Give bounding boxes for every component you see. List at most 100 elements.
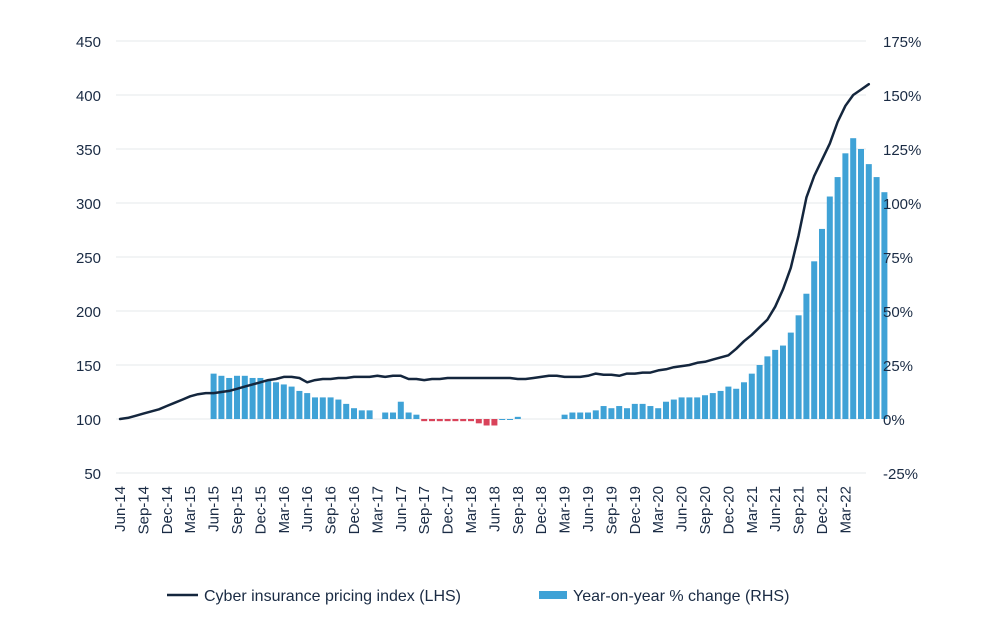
x-tick-label: Sep-15 xyxy=(229,486,246,534)
right-axis: 175% 150% 125% 100% 75% 50% 25% 0% -25% xyxy=(883,34,921,483)
bar xyxy=(795,315,802,419)
x-tick-label: Sep-17 xyxy=(416,486,433,534)
legend-label-line: Cyber insurance pricing index (LHS) xyxy=(204,588,461,605)
x-tick-label: Mar-17 xyxy=(369,486,386,534)
bar xyxy=(265,380,272,419)
gridlines xyxy=(116,40,866,474)
x-tick-label: Sep-18 xyxy=(510,486,527,534)
bar xyxy=(709,393,716,419)
legend-bar-swatch xyxy=(539,591,567,599)
bar xyxy=(382,412,389,419)
left-tick-label: 300 xyxy=(76,196,101,213)
x-tick-label: Dec-18 xyxy=(533,486,550,534)
bar xyxy=(288,386,295,419)
bar xyxy=(234,375,240,419)
bar xyxy=(787,332,794,419)
bar xyxy=(507,419,513,420)
x-tick-label: Mar-19 xyxy=(557,486,574,534)
right-tick-label: 50% xyxy=(883,304,913,321)
bar xyxy=(694,397,701,419)
x-tick-label: Dec-19 xyxy=(627,486,644,534)
bar xyxy=(312,397,318,419)
legend: Cyber insurance pricing index (LHS) Year… xyxy=(167,588,789,605)
left-axis: 450 400 350 300 250 200 150 100 50 xyxy=(76,34,101,483)
bar xyxy=(592,410,599,419)
x-tick-label: Mar-21 xyxy=(744,486,761,534)
bar xyxy=(756,365,763,419)
right-tick-label: -25% xyxy=(883,466,918,483)
bar xyxy=(569,412,576,419)
bar xyxy=(257,377,264,419)
bar xyxy=(748,373,755,419)
x-tick-label: Mar-15 xyxy=(182,486,199,534)
bar xyxy=(366,410,373,419)
bar xyxy=(296,390,303,419)
bar xyxy=(639,403,646,419)
bar xyxy=(475,419,482,424)
right-tick-label: 25% xyxy=(883,358,913,375)
bar xyxy=(413,414,420,419)
x-tick-label: Jun-20 xyxy=(674,486,691,532)
bar xyxy=(717,390,724,419)
legend-label-bar: Year-on-year % change (RHS) xyxy=(573,588,789,605)
bar xyxy=(865,164,872,419)
bar xyxy=(655,408,662,419)
right-tick-label: 75% xyxy=(883,250,913,267)
right-tick-label: 125% xyxy=(883,142,921,159)
bar xyxy=(702,395,708,419)
bar xyxy=(881,192,888,419)
bar xyxy=(858,149,864,419)
bar xyxy=(678,397,685,419)
bar xyxy=(764,356,771,419)
bar xyxy=(780,345,786,419)
bar xyxy=(670,399,677,419)
bar xyxy=(226,377,233,419)
bar xyxy=(600,406,607,419)
bar xyxy=(850,138,857,419)
bar xyxy=(624,408,630,419)
bar xyxy=(483,419,490,426)
bar xyxy=(561,414,568,419)
x-tick-label: Dec-21 xyxy=(814,486,831,534)
x-tick-label: Dec-16 xyxy=(346,486,363,534)
right-tick-label: 0% xyxy=(883,412,905,429)
bar xyxy=(842,153,849,419)
bar xyxy=(218,375,225,419)
bar xyxy=(663,401,669,419)
x-tick-label: Mar-22 xyxy=(837,486,854,534)
right-tick-label: 175% xyxy=(883,34,921,51)
bar xyxy=(452,419,459,422)
index-line xyxy=(118,82,871,421)
bar xyxy=(304,393,311,419)
bar xyxy=(343,403,350,419)
left-tick-label: 400 xyxy=(76,88,101,105)
x-tick-label: Mar-18 xyxy=(463,486,480,534)
bar xyxy=(514,416,521,419)
x-tick-label: Mar-20 xyxy=(650,486,667,534)
bar xyxy=(421,419,428,422)
bar xyxy=(335,399,342,419)
left-tick-label: 100 xyxy=(76,412,101,429)
left-tick-label: 200 xyxy=(76,304,101,321)
bar xyxy=(429,419,435,422)
x-tick-label: Jun-15 xyxy=(206,486,223,532)
bar xyxy=(733,388,740,419)
bar xyxy=(390,412,396,419)
x-tick-label: Sep-19 xyxy=(603,486,620,534)
bar xyxy=(686,397,693,419)
bar xyxy=(834,177,841,419)
bar xyxy=(819,228,825,419)
bar xyxy=(803,293,810,419)
bar xyxy=(647,406,654,419)
bar xyxy=(725,386,732,419)
line-series xyxy=(118,82,871,421)
bar xyxy=(405,412,412,419)
bar xyxy=(585,412,591,419)
bar xyxy=(772,349,779,419)
left-tick-label: 50 xyxy=(84,466,101,483)
x-tick-label: Jun-14 xyxy=(112,486,129,532)
bar xyxy=(436,419,443,422)
x-tick-label: Sep-21 xyxy=(791,486,808,534)
x-tick-label: Jun-16 xyxy=(299,486,316,532)
